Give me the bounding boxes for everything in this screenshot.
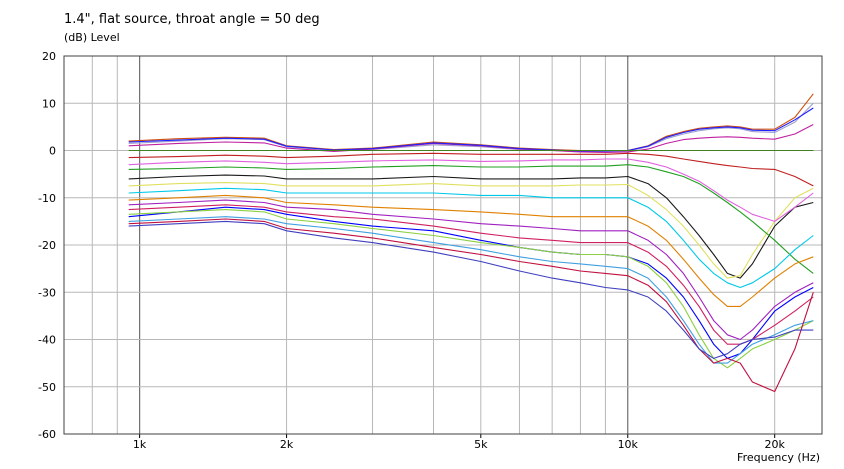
x-tick-label: 20k [765, 438, 786, 451]
series-line-7 [128, 194, 814, 307]
series-line-6 [128, 187, 814, 289]
x-tick-label: 5k [474, 438, 488, 451]
y-tick-label: -50 [38, 381, 56, 394]
y-tick-label: -20 [38, 239, 56, 252]
x-tick-label: 2k [280, 438, 294, 451]
series-line-15 [128, 152, 814, 187]
series-line-8 [128, 199, 814, 341]
y-tick-label: 0 [49, 145, 56, 158]
y-tick-label: -10 [38, 192, 56, 205]
series-line-5 [128, 164, 814, 274]
chart-title: 1.4", flat source, throat angle = 50 deg [64, 12, 320, 27]
x-tick-label: 10k [618, 438, 639, 451]
y-tick-label: -30 [38, 286, 56, 299]
y-tick-label: 10 [42, 97, 56, 110]
y-tick-label: -60 [38, 428, 56, 441]
series-line-2 [128, 182, 814, 279]
series-line-14 [128, 158, 814, 222]
y-tick-label: 20 [42, 50, 56, 63]
series-line-12 [128, 218, 814, 393]
series-line-1 [128, 174, 814, 279]
series-line-16 [128, 124, 814, 153]
series-line-10 [128, 209, 814, 369]
x-tick-label: 1k [133, 438, 147, 451]
y-axis-label: (dB) Level [64, 31, 120, 44]
series-line-11 [128, 216, 814, 364]
plot-frame [63, 55, 823, 435]
y-tick-label: -40 [38, 334, 56, 347]
series-line-13 [128, 220, 814, 359]
x-axis-label: Frequency (Hz) [737, 451, 820, 464]
